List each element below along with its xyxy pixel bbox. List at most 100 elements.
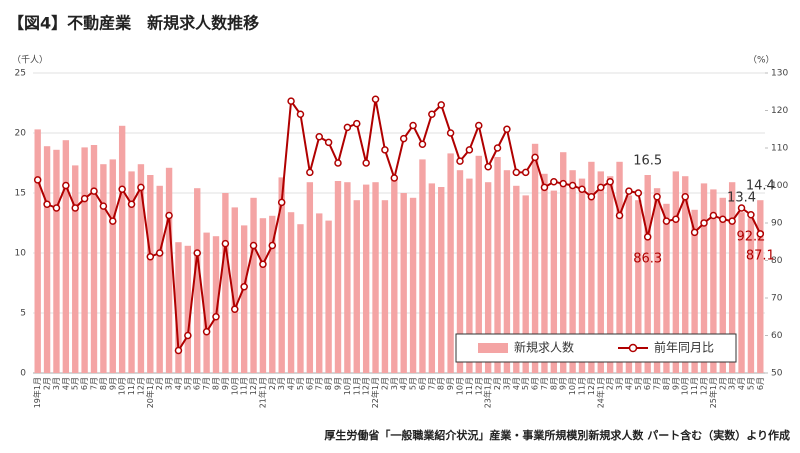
x-tick-label: 3月 (728, 377, 737, 390)
x-tick-label: 8月 (324, 377, 333, 390)
bar (672, 171, 680, 373)
marker (240, 283, 248, 291)
x-tick-label: 4月 (61, 377, 70, 390)
x-tick-label: 6月 (193, 377, 202, 390)
bar (137, 164, 145, 373)
x-tick-label: 22年1月 (370, 377, 380, 408)
marker (296, 110, 305, 118)
marker (174, 346, 183, 355)
marker (493, 144, 502, 152)
bar (484, 182, 492, 373)
marker (99, 202, 108, 210)
x-tick-label: 7月 (90, 377, 99, 390)
y-tick-label: 10 (15, 249, 27, 259)
bar (250, 197, 257, 373)
marker (521, 168, 530, 177)
x-tick-label: 20年1月 (145, 377, 155, 408)
marker (221, 239, 230, 248)
x-tick-label: 12月 (249, 377, 258, 395)
marker (615, 211, 624, 220)
x-tick-label: 12月 (700, 377, 709, 395)
bar (578, 178, 586, 373)
bar (43, 146, 51, 373)
bar (128, 171, 135, 373)
bar (531, 143, 539, 373)
bar (597, 171, 604, 373)
marker (428, 110, 436, 118)
marker (343, 123, 352, 132)
x-tick-label: 5月 (521, 377, 530, 390)
x-tick-label: 24年1月 (595, 377, 605, 408)
x-tick-label: 4月 (399, 377, 408, 390)
x-tick-label: 2月 (268, 377, 277, 390)
x-tick-label: 11月 (465, 377, 474, 395)
marker (418, 140, 427, 148)
x-tick-label: 7月 (202, 377, 211, 390)
marker (268, 241, 277, 250)
data-label: 13.4 (727, 191, 756, 206)
x-tick-label: 11月 (578, 377, 587, 395)
y-axis-label: （千人） (12, 55, 48, 66)
x-tick-label: 2月 (43, 377, 52, 390)
marker (155, 249, 164, 257)
x-tick-label: 5月 (183, 377, 192, 390)
marker (587, 193, 596, 201)
x-tick-label: 10月 (343, 377, 352, 395)
bar (72, 165, 79, 373)
marker (33, 176, 42, 184)
marker (315, 133, 323, 141)
x-tick-label: 7月 (427, 377, 436, 390)
marker (90, 187, 98, 195)
marker (643, 233, 652, 241)
y2-tick-label: 70 (771, 294, 783, 304)
legend-label: 前年同月比 (654, 340, 714, 355)
bar (240, 225, 248, 373)
x-tick-label: 12月 (136, 377, 145, 395)
x-tick-label: 12月 (474, 377, 483, 395)
x-tick-label: 4月 (287, 377, 296, 390)
bar (719, 197, 726, 373)
bar (400, 193, 407, 373)
y2-tick-label: 60 (771, 331, 783, 341)
x-tick-label: 4月 (737, 377, 746, 390)
x-tick-label: 2月 (718, 377, 727, 390)
legend-label: 新規求人数 (514, 340, 574, 355)
marker (559, 179, 567, 188)
bar (541, 173, 548, 373)
data-label: 87.1 (746, 248, 775, 263)
y-tick-label: 25 (15, 69, 26, 79)
marker (597, 183, 605, 192)
marker (475, 121, 483, 130)
x-tick-label: 6月 (756, 377, 765, 390)
marker (625, 187, 633, 195)
bar (606, 176, 614, 373)
marker (512, 168, 521, 177)
marker (465, 146, 474, 154)
marker (353, 119, 361, 128)
marker (202, 328, 211, 336)
marker (737, 204, 746, 212)
bar (156, 185, 163, 373)
marker (606, 178, 614, 186)
bar (212, 236, 220, 373)
y2-axis-label: （%） (748, 55, 775, 66)
x-tick-label: 8月 (99, 377, 108, 390)
bar (344, 182, 351, 373)
marker (43, 200, 51, 208)
marker (324, 138, 333, 147)
bar (147, 175, 154, 373)
y2-tick-label: 100 (771, 181, 788, 191)
marker (672, 215, 680, 223)
bar (475, 155, 482, 373)
marker (137, 183, 145, 192)
bar (682, 176, 689, 373)
marker (437, 101, 445, 109)
marker (62, 181, 70, 190)
bar (653, 188, 661, 373)
marker (540, 183, 549, 192)
marker (728, 217, 736, 225)
bar (588, 161, 595, 373)
marker (719, 215, 727, 223)
marker (634, 189, 643, 197)
marker (409, 121, 417, 130)
